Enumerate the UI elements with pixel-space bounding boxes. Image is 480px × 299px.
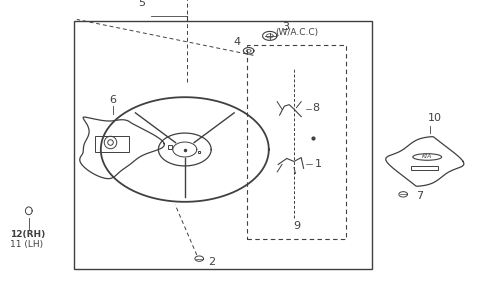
Text: 10: 10	[427, 113, 442, 123]
Bar	[247, 45, 346, 239]
Bar	[74, 21, 372, 269]
Text: KIA: KIA	[422, 155, 432, 159]
Text: 9: 9	[293, 221, 300, 231]
Text: 1: 1	[314, 159, 322, 170]
Text: 6: 6	[109, 95, 116, 105]
Text: 8: 8	[312, 103, 319, 113]
Text: (W/A.C.C): (W/A.C.C)	[275, 28, 318, 37]
Text: 7: 7	[417, 191, 423, 201]
Text: 4: 4	[233, 37, 240, 47]
Text: 5: 5	[138, 0, 145, 8]
Text: 11 (LH): 11 (LH)	[10, 240, 43, 249]
Text: 3: 3	[282, 22, 289, 32]
Text: 2: 2	[208, 257, 215, 267]
Text: 12(RH): 12(RH)	[10, 230, 45, 239]
Bar	[411, 166, 438, 170]
Bar	[95, 136, 129, 152]
